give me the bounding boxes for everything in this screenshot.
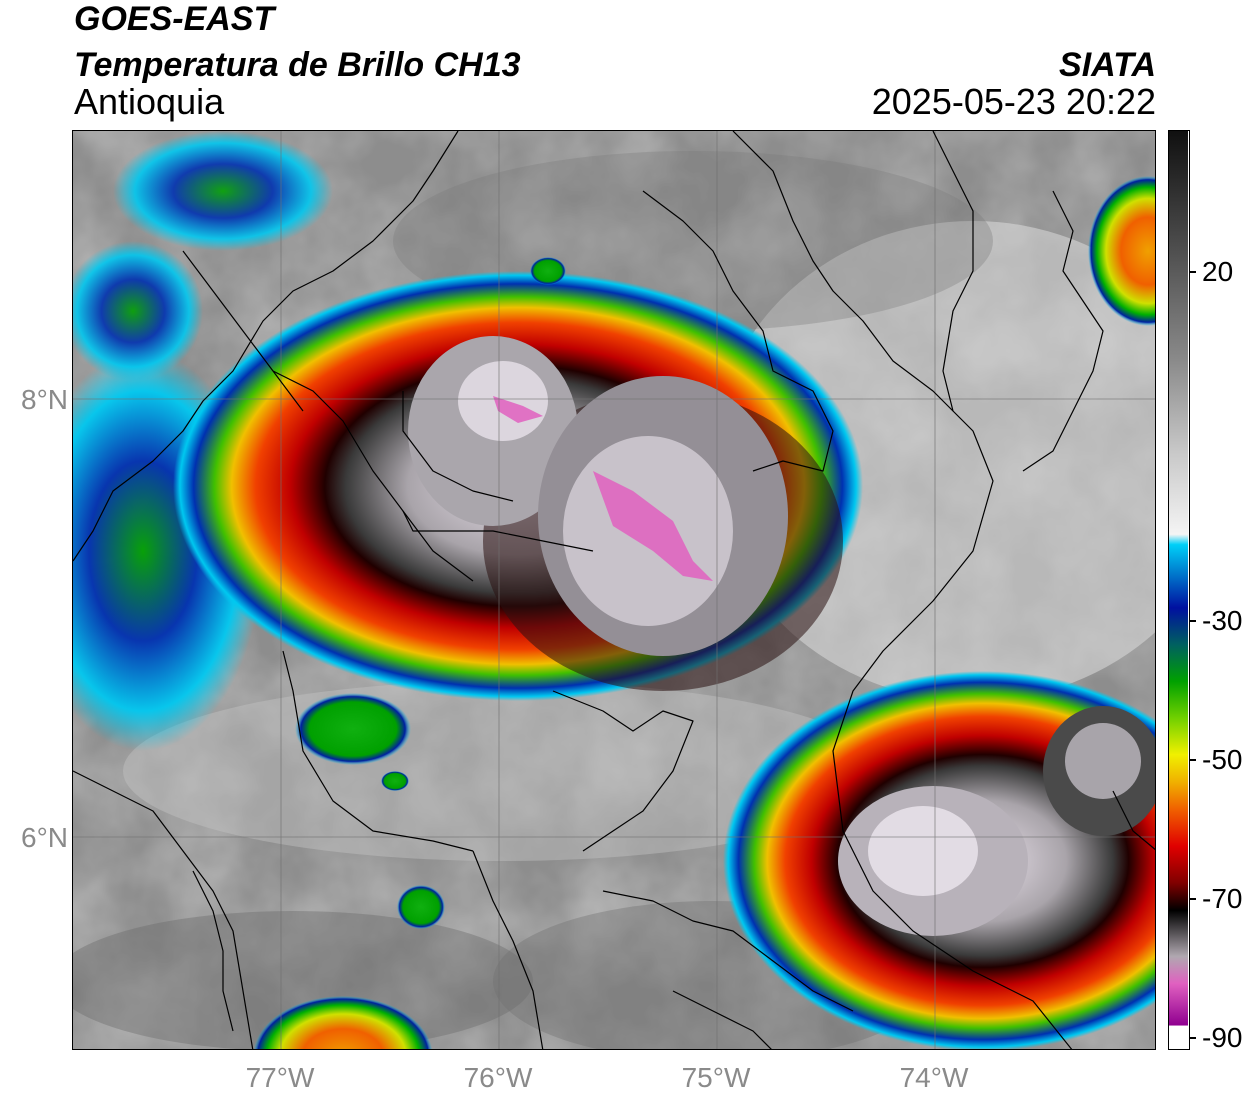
- organization-label: SIATA: [1059, 46, 1156, 84]
- longitude-tick-75w: 75°W: [681, 1062, 751, 1093]
- colorbar-label-minus90: -90: [1202, 1022, 1243, 1053]
- colorbar-label-20: 20: [1202, 256, 1234, 287]
- colorbar-label-minus50: -50: [1202, 744, 1243, 775]
- datetime-label: 2025-05-23 20:22: [871, 81, 1156, 122]
- temperature-colorbar: [1168, 130, 1190, 1050]
- latitude-tick-6n: 6°N: [21, 822, 68, 853]
- product-title: Temperatura de Brillo CH13: [74, 46, 521, 84]
- longitude-tick-76w: 76°W: [463, 1062, 533, 1093]
- colorbar-tick: [1190, 1037, 1196, 1039]
- longitude-tick-74w: 74°W: [899, 1062, 969, 1093]
- colorbar-tick: [1190, 759, 1196, 761]
- colorbar-label-minus30: -30: [1202, 605, 1243, 636]
- latitude-tick-8n: 8°N: [21, 384, 68, 415]
- colorbar-tick: [1190, 271, 1196, 273]
- colorbar-tick: [1190, 620, 1196, 622]
- satellite-map: [72, 130, 1156, 1050]
- satellite-title: GOES-EAST: [74, 0, 275, 38]
- colorbar-label-minus70: -70: [1202, 883, 1243, 914]
- colorbar-tick: [1190, 898, 1196, 900]
- region-label: Antioquia: [74, 81, 225, 122]
- brightness-temperature-image: [73, 131, 1155, 1049]
- longitude-tick-77w: 77°W: [245, 1062, 315, 1093]
